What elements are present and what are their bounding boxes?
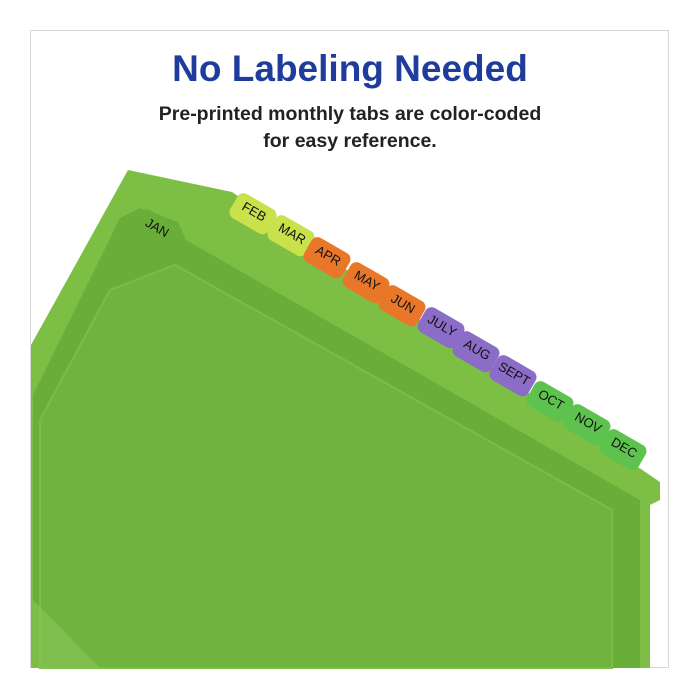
subheading-line-1: Pre-printed monthly tabs are color-coded bbox=[158, 103, 542, 125]
subheading-line-2: for easy reference. bbox=[263, 130, 437, 152]
tab-body bbox=[599, 429, 647, 471]
tab-body bbox=[378, 285, 426, 327]
tab-body bbox=[342, 262, 390, 304]
tab-body bbox=[229, 193, 277, 235]
tab-body bbox=[452, 331, 500, 373]
tab-jun: JUN bbox=[378, 285, 426, 327]
subheading: Pre-printed monthly tabs are color-coded… bbox=[0, 101, 700, 155]
tab-body bbox=[417, 307, 465, 349]
bottom-strip bbox=[33, 600, 100, 668]
tab-body bbox=[132, 209, 180, 251]
tab-body bbox=[563, 404, 611, 446]
tab-body bbox=[267, 215, 315, 257]
tab-body bbox=[303, 237, 351, 279]
tab-oct: OCT bbox=[526, 381, 574, 423]
heading: No Labeling Needed bbox=[172, 48, 528, 89]
tab-body bbox=[526, 381, 574, 423]
tab-body bbox=[489, 355, 537, 397]
